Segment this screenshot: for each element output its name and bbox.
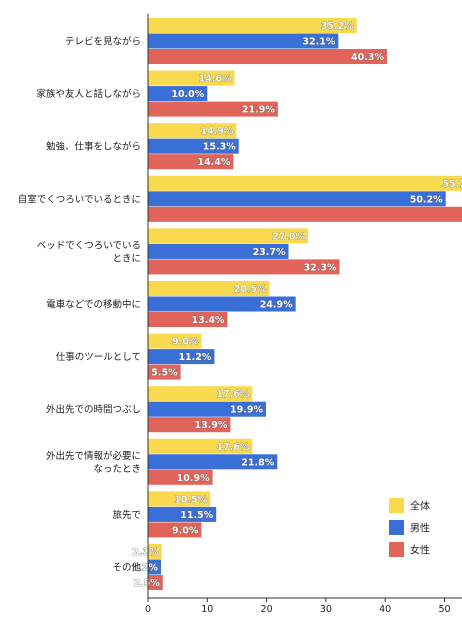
category-label: ときに [112, 253, 141, 264]
bar [148, 559, 162, 575]
data-label: 19.9% [230, 405, 263, 416]
data-label: 17.6% [216, 442, 249, 453]
data-label: 24.9% [260, 300, 293, 311]
category-label: なったとき [93, 464, 141, 475]
bar [148, 86, 208, 102]
x-tick-label: 20 [261, 604, 273, 615]
bar [148, 386, 253, 402]
bar [148, 138, 239, 154]
data-label: 20.5% [234, 284, 267, 295]
legend-swatch [389, 520, 404, 535]
data-label: 11.5% [180, 510, 213, 521]
bar [148, 296, 296, 312]
x-axis: 010203040506070% [145, 14, 462, 615]
data-label: 40.3% [351, 52, 384, 63]
bar [148, 33, 339, 49]
bar-group: 35.2% 32.1% 40.3% 14.6% 10.0% 21.9% 14.9% 15.3%… [131, 18, 462, 590]
data-label: 9.0% [172, 337, 199, 348]
bar [148, 312, 228, 327]
data-label: 10.0% [171, 89, 204, 100]
bar [148, 281, 270, 296]
bar [148, 454, 278, 470]
bar [148, 575, 163, 590]
bar [148, 175, 462, 191]
bar [148, 154, 234, 170]
legend-swatch [389, 542, 404, 557]
bar [148, 469, 213, 485]
bar [148, 401, 267, 417]
bar [148, 259, 340, 275]
legend-swatch [389, 498, 404, 513]
data-label: 2.3% [132, 547, 159, 558]
data-label: 14.4% [197, 157, 230, 168]
category-label: その他 [112, 562, 141, 574]
x-tick-label: 30 [320, 604, 332, 615]
bar [148, 123, 237, 139]
data-label: 23.7% [253, 247, 286, 258]
bar [148, 364, 181, 380]
data-label: 5.5% [151, 368, 178, 379]
legend-label: 男性 [410, 522, 430, 535]
data-label: 2.5% [133, 578, 160, 589]
data-label: 32.3% [304, 262, 337, 273]
category-label: 電車などでの移動中に [46, 299, 141, 311]
data-label: 10.9% [177, 473, 210, 484]
data-label: 14.6% [199, 74, 232, 85]
bar [148, 101, 278, 117]
category-label: ベッドでくつろいでいる [37, 240, 141, 251]
bar [148, 206, 462, 222]
data-label: 35.2% [321, 21, 354, 32]
category-label: 家族や友人と話しながら [36, 88, 141, 100]
x-tick-label: 40 [379, 604, 391, 615]
data-label: 55.7% [442, 179, 462, 190]
bar [148, 349, 215, 365]
bar [148, 438, 253, 454]
legend-label: 女性 [410, 544, 430, 557]
legend-label: 全体 [410, 500, 430, 513]
x-tick-label: 0 [145, 604, 151, 615]
data-label: 15.3% [203, 142, 236, 153]
bar [148, 417, 231, 433]
data-label: 11.2% [178, 352, 211, 363]
x-tick-label: 50 [438, 604, 450, 615]
category-label: 外出先での時間つぶし [46, 404, 141, 416]
data-label: 9.0% [172, 525, 199, 536]
x-tick-label: 10 [201, 604, 213, 615]
data-label: 14.9% [200, 126, 233, 137]
category-labels: テレビを見ながら家族や友人と話しながら勉強、仕事をしながら自室でくつろいでいると… [18, 36, 142, 574]
data-label: 27.0% [272, 231, 305, 242]
data-label: 13.4% [191, 315, 224, 326]
data-label: 50.2% [410, 194, 443, 205]
bar [148, 491, 211, 507]
bar [148, 243, 289, 259]
data-label: 10.5% [174, 494, 207, 505]
bar [148, 49, 387, 64]
category-label: 勉強、仕事をしながら [46, 141, 141, 153]
data-label: 21.9% [242, 105, 275, 116]
category-label: テレビを見ながら [65, 36, 141, 48]
data-label: 32.1% [302, 37, 335, 48]
data-label: 13.9% [194, 420, 227, 431]
bar [148, 228, 309, 244]
data-label: 21.8% [241, 457, 274, 468]
category-label: 旅先で [112, 509, 141, 521]
bar [148, 191, 446, 207]
bar [148, 333, 202, 349]
bar [148, 18, 357, 33]
bar [148, 522, 202, 538]
bar [148, 544, 162, 559]
bar [148, 70, 235, 86]
bar [148, 506, 217, 522]
category-label: 外出先で情報が必要に [46, 450, 141, 462]
category-label: 仕事のツールとして [56, 351, 141, 363]
data-label: 17.6% [216, 389, 249, 400]
data-label: 2.2% [132, 563, 159, 574]
category-label: 自室でくつろいでいるときに [18, 193, 141, 205]
